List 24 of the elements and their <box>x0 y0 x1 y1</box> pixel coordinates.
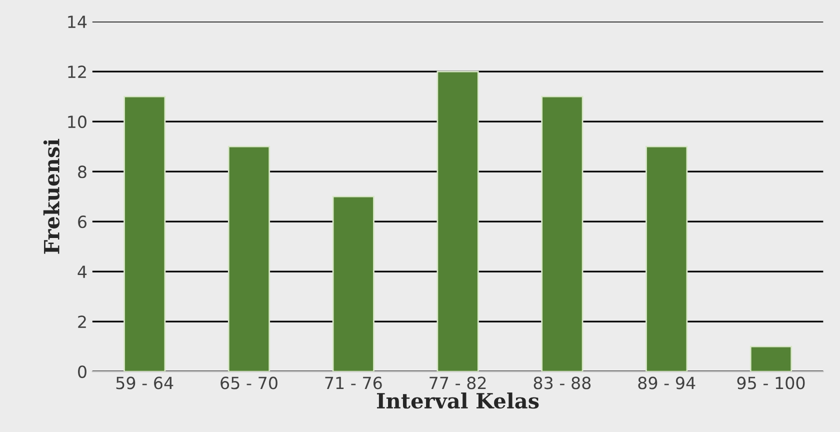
bar <box>436 70 479 372</box>
bar <box>332 196 374 372</box>
y-axis-title: Frekuensi <box>43 138 60 254</box>
y-tick-label: 14 <box>68 16 87 28</box>
y-tick-label: 10 <box>68 116 86 128</box>
bar <box>646 146 688 372</box>
x-axis-title: Interval Kelas <box>377 392 539 409</box>
y-tick-label: 6 <box>78 216 86 228</box>
x-tick-label: 71 - 76 <box>325 376 382 390</box>
y-tick-label: 4 <box>78 266 87 278</box>
y-tick-label: 12 <box>68 66 86 78</box>
bar <box>541 96 584 372</box>
y-tick-label: 2 <box>78 315 86 328</box>
bar <box>124 96 166 372</box>
x-tick-label: 65 - 70 <box>220 376 278 390</box>
bar <box>228 146 270 372</box>
y-tick-label: 0 <box>78 365 86 378</box>
y-tick-label: 8 <box>78 166 86 178</box>
x-tick-label: 59 - 64 <box>116 376 174 390</box>
x-tick-label: 77 - 82 <box>430 376 486 390</box>
bar <box>750 346 792 372</box>
x-tick-label: 95 - 100 <box>737 376 805 390</box>
x-tick-label: 83 - 88 <box>534 376 591 390</box>
x-tick-label: 89 - 94 <box>638 376 696 390</box>
